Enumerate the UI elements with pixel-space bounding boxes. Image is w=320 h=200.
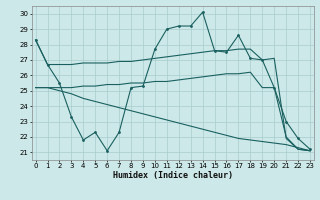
X-axis label: Humidex (Indice chaleur): Humidex (Indice chaleur) (113, 171, 233, 180)
